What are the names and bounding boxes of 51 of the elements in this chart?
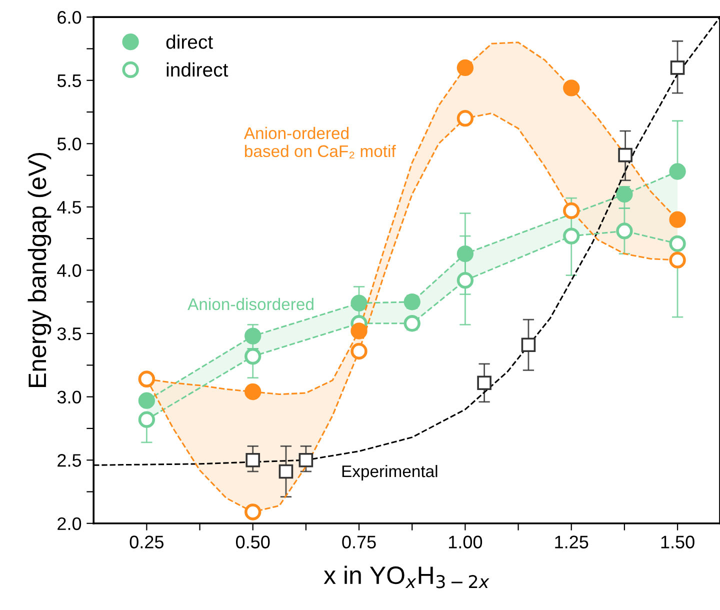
- point: [563, 202, 580, 220]
- point: [244, 348, 262, 365]
- y-tick-label: 4.0: [57, 264, 82, 277]
- x-tick-label: 0.75: [342, 536, 376, 548]
- point: [244, 383, 262, 400]
- point: [669, 163, 686, 180]
- annotation: Experimental: [342, 464, 438, 481]
- point: [404, 315, 420, 332]
- annotation: Anion-disordered: [188, 298, 314, 310]
- x-tick-label: 0.50: [236, 536, 270, 548]
- point: [456, 110, 474, 127]
- point: [138, 411, 156, 428]
- point: [618, 148, 632, 162]
- y-axis-title: Energy bandgap (eV): [28, 152, 52, 387]
- point: [563, 228, 580, 244]
- x-tick-label: 1.00: [449, 536, 482, 548]
- point: [350, 342, 368, 360]
- legend-label: indirect: [166, 62, 228, 77]
- point: [298, 452, 314, 468]
- point: [521, 338, 536, 352]
- y-tick-label: 5.5: [57, 74, 82, 88]
- x-tick-label: 1.25: [555, 536, 588, 548]
- y-tick-label: 2.5: [58, 454, 82, 467]
- x-tick-label: 0.25: [130, 536, 164, 548]
- annotation: Anion-ordered based on CaF₂ motif: [244, 126, 396, 158]
- x-tick-label: 1.50: [661, 536, 694, 548]
- y-tick-label: 4.5: [57, 201, 82, 214]
- y-tick-label: 3.5: [57, 327, 82, 340]
- point: [138, 392, 156, 409]
- y-tick-label: 6.0: [58, 11, 82, 24]
- point: [246, 452, 260, 468]
- point: [456, 272, 474, 289]
- point: [669, 252, 686, 268]
- y-tick-label: 2.0: [58, 517, 82, 530]
- point: [244, 328, 262, 344]
- point: [669, 211, 686, 228]
- point: [670, 60, 685, 75]
- point: [456, 245, 474, 262]
- point: [616, 222, 633, 240]
- point: [669, 235, 686, 252]
- point: [244, 504, 262, 520]
- point: [456, 59, 474, 76]
- point: [278, 464, 294, 479]
- x-axis-title: x in YO$_{x}$H$_{3−2x}$: [324, 566, 490, 588]
- point: [350, 322, 368, 340]
- y-tick-label: 5.0: [57, 138, 82, 150]
- y-tick-label: 3.0: [57, 390, 82, 404]
- point: [616, 186, 633, 203]
- legend-label: direct: [166, 34, 213, 49]
- point: [350, 294, 368, 312]
- point: [563, 80, 580, 96]
